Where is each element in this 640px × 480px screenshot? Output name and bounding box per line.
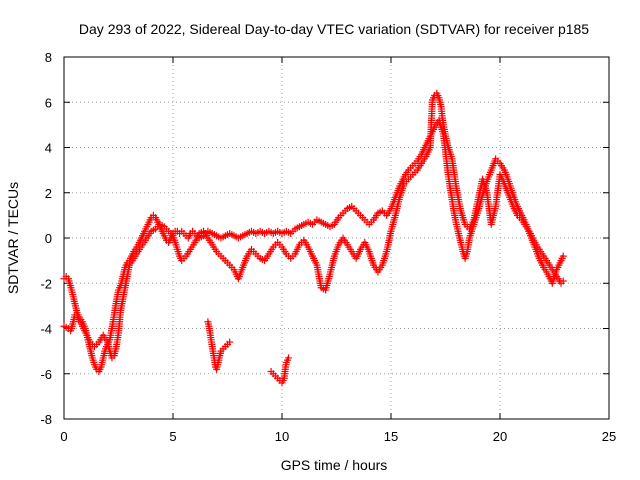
- data-points: [60, 89, 567, 387]
- y-tick-label: -2: [40, 276, 52, 291]
- y-tick-label: 6: [45, 95, 52, 110]
- y-tick-labels: -8 -6 -4 -2 0 2 4 6 8: [40, 50, 52, 427]
- chart-title: Day 293 of 2022, Sidereal Day-to-day VTE…: [79, 21, 589, 37]
- y-tick-label: 0: [45, 231, 52, 246]
- y-tick-label: 8: [45, 50, 52, 65]
- data-point: [559, 252, 567, 260]
- y-tick-label: -6: [40, 367, 52, 382]
- y-tick-label: -4: [40, 322, 52, 337]
- x-tick-label: 10: [275, 429, 289, 444]
- y-tick-label: 4: [45, 141, 52, 156]
- data-point: [226, 338, 234, 346]
- x-tick-label: 15: [384, 429, 398, 444]
- data-point: [285, 354, 293, 362]
- x-tick-labels: 0 5 10 15 20 25: [60, 429, 616, 444]
- x-tick-label: 5: [169, 429, 176, 444]
- y-axis-label: SDTVAR / TECUs: [5, 182, 21, 294]
- x-tick-label: 25: [602, 429, 616, 444]
- x-tick-label: 20: [493, 429, 507, 444]
- gridlines: [64, 57, 609, 419]
- y-tick-label: -8: [40, 412, 52, 427]
- data-point: [559, 277, 567, 285]
- x-axis-label: GPS time / hours: [281, 457, 388, 473]
- y-tick-label: 2: [45, 186, 52, 201]
- x-tick-label: 0: [60, 429, 67, 444]
